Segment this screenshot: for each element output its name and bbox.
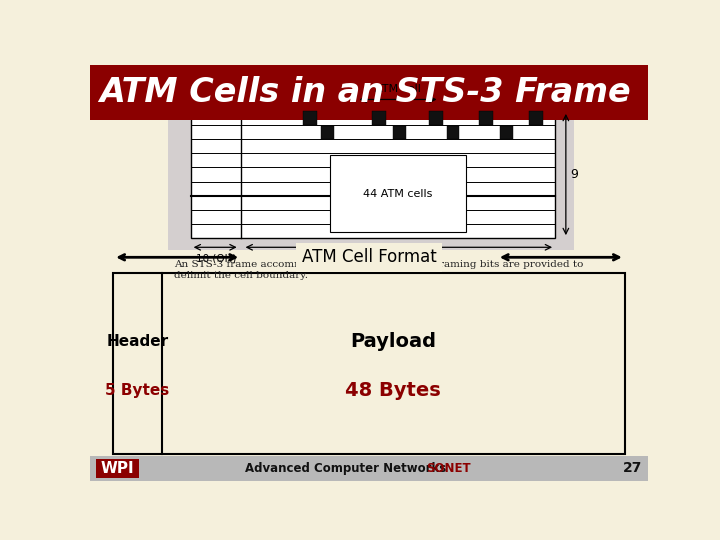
- Text: ATM Cell Format: ATM Cell Format: [302, 248, 436, 266]
- Text: ATM Cells in an STS-3 Frame: ATM Cells in an STS-3 Frame: [99, 76, 631, 109]
- Text: Header: Header: [107, 334, 168, 349]
- Bar: [168, 120, 575, 249]
- Bar: [321, 125, 333, 139]
- Bar: [500, 125, 513, 139]
- Bar: [479, 111, 493, 125]
- Text: 9: 9: [570, 168, 578, 181]
- Text: An STS-3 frame accommodates 44 ATM cells. No framing bits are provided to
delimi: An STS-3 frame accommodates 44 ATM cells…: [174, 260, 583, 280]
- Bar: [303, 111, 317, 125]
- Text: SONET: SONET: [426, 462, 470, 475]
- Bar: [428, 111, 443, 125]
- Text: 5 Bytes: 5 Bytes: [105, 383, 169, 399]
- Bar: [90, 456, 648, 481]
- Bar: [90, 65, 648, 120]
- Text: Advanced Computer Networks: Advanced Computer Networks: [245, 462, 446, 475]
- Text: 10 (OH): 10 (OH): [196, 253, 236, 264]
- Bar: [393, 125, 406, 139]
- Text: 44 ATM cells: 44 ATM cells: [364, 188, 433, 199]
- Text: Payload: Payload: [350, 332, 436, 351]
- Text: 27: 27: [623, 461, 642, 475]
- Text: ATM cell: ATM cell: [375, 84, 421, 94]
- Bar: [372, 111, 386, 125]
- Bar: [529, 111, 543, 125]
- Text: 48 Bytes: 48 Bytes: [346, 381, 441, 400]
- Bar: [447, 125, 459, 139]
- Bar: [191, 111, 555, 238]
- Text: 260 bytes: 260 bytes: [372, 253, 424, 264]
- Bar: [113, 273, 625, 455]
- Text: WPI: WPI: [100, 461, 134, 476]
- Bar: [96, 459, 139, 477]
